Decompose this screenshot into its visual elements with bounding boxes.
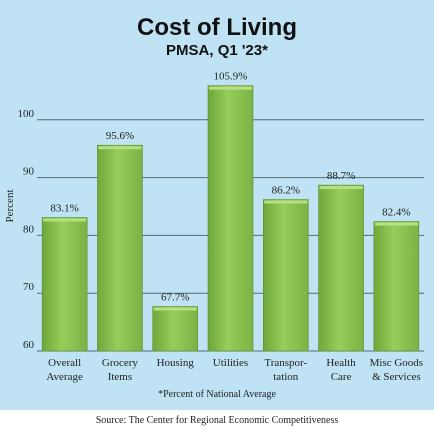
bar-highlight [43,218,87,222]
bar [262,199,309,352]
bar-value-label: 105.9% [214,71,248,83]
y-axis-label: Percent [4,190,16,223]
bar-highlight [98,146,142,150]
bar-value-label: 95.6% [106,130,134,142]
source-note: Source: The Center for Regional Economic… [95,415,339,426]
bar-value-label: 83.1% [50,202,78,214]
x-tick-label: Items [108,371,132,383]
x-tick-label: Utilities [213,357,248,369]
y-tick-label: 100 [18,108,35,120]
bar [152,306,199,352]
bar [97,144,143,352]
bar-highlight [374,222,418,226]
bar-value-label: 67.7% [161,291,189,303]
x-tick-label: Average [46,371,83,383]
bar-value-label: 88.7% [327,170,355,182]
x-tick-label: Health [326,357,356,369]
x-tick-label: Grocery [102,357,139,369]
bar [41,217,88,352]
y-tick-label: 70 [23,281,35,293]
bar [373,221,420,352]
bar-value-label: 82.4% [382,207,410,219]
bar-highlight [264,200,308,204]
x-tick-label: Housing [157,357,195,369]
bar [318,184,364,352]
bar-highlight [209,86,252,90]
bar-value-label: 86.2% [272,185,300,197]
chart-title: Cost of Living [137,14,297,41]
footnote: *Percent of National Average [158,389,276,400]
y-tick-label: 80 [23,223,35,235]
x-tick-label: Misc Goods [370,357,423,369]
x-tick-label: tation [273,371,299,383]
x-tick-label: Care [331,371,352,383]
bar-highlight [153,307,197,311]
y-tick-label: 90 [23,166,35,178]
bar [207,85,254,352]
x-tick-label: Overall [48,357,81,369]
x-tick-label: & Services [372,371,421,383]
x-tick-label: Transpor- [264,357,307,369]
bar-highlight [319,186,363,190]
chart-subtitle: PMSA, Q1 '23* [166,42,268,59]
y-tick-label: 60 [23,339,35,351]
